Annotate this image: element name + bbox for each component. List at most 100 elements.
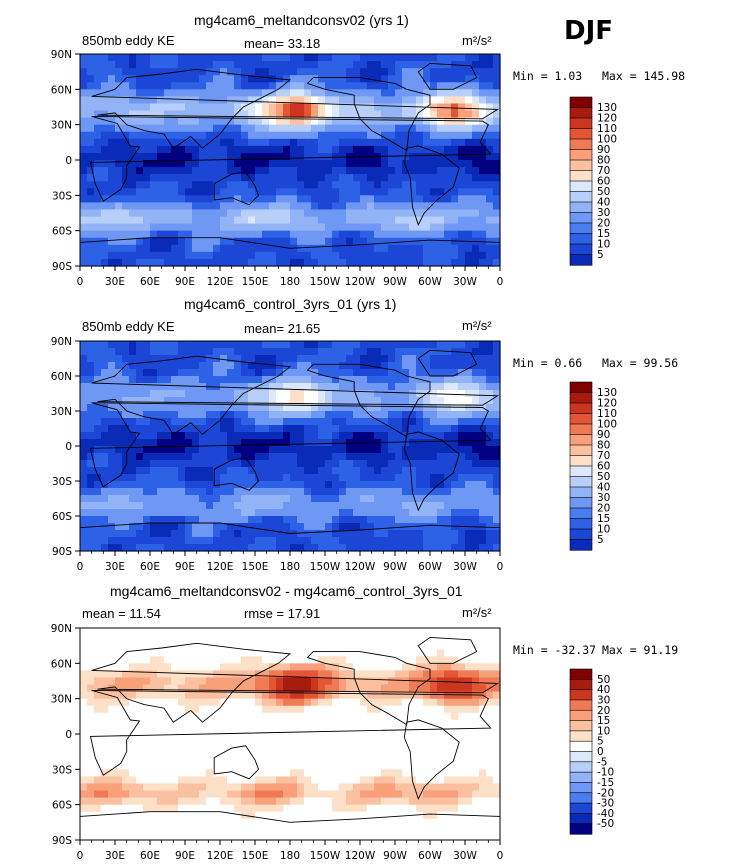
heatmap-cell <box>360 523 368 531</box>
heatmap-cell <box>101 663 109 671</box>
heatmap-cell <box>367 432 375 440</box>
heatmap-cell <box>206 54 214 62</box>
heatmap-cell <box>185 734 193 742</box>
heatmap-cell <box>241 712 249 721</box>
heatmap-cell <box>465 530 473 538</box>
heatmap-cell <box>185 649 193 657</box>
heatmap-cell <box>360 341 368 349</box>
heatmap-cell <box>122 355 130 363</box>
heatmap-cell <box>458 446 466 454</box>
heatmap-cell <box>304 96 312 105</box>
heatmap-cell <box>311 96 319 105</box>
heatmap-cell <box>227 82 235 90</box>
heatmap-cell <box>353 698 361 707</box>
heatmap-cell <box>381 691 389 700</box>
heatmap-cell <box>227 663 235 671</box>
heatmap-cell <box>80 677 88 686</box>
heatmap-cell <box>290 131 298 140</box>
heatmap-cell <box>409 755 417 763</box>
heatmap-cell <box>339 131 347 140</box>
heatmap-cell <box>269 117 277 126</box>
heatmap-cell <box>332 181 340 189</box>
heatmap-cell <box>101 244 109 253</box>
heatmap-cell <box>367 96 375 105</box>
heatmap-cell <box>290 488 298 496</box>
heatmap-cell <box>423 383 431 391</box>
heatmap-cell <box>80 755 88 763</box>
panel1-max-label: Max = 145.98 <box>602 69 686 83</box>
heatmap-cell <box>164 446 172 454</box>
heatmap-cell <box>255 734 263 742</box>
heatmap-cell <box>395 460 403 468</box>
heatmap-cell <box>136 103 144 112</box>
heatmap-cell <box>444 523 452 531</box>
heatmap-cell <box>311 509 319 517</box>
heatmap-cell <box>164 131 172 140</box>
heatmap-cell <box>234 61 242 69</box>
heatmap-cell <box>164 244 172 253</box>
heatmap-cell <box>451 748 459 756</box>
colorbar-box <box>569 117 593 130</box>
heatmap-cell <box>262 663 270 671</box>
heatmap-cell <box>87 544 95 552</box>
heatmap-cell <box>388 741 396 749</box>
heatmap-cell <box>136 481 144 489</box>
heatmap-cell <box>332 390 340 398</box>
heatmap-cell <box>318 467 326 475</box>
heatmap-cell <box>255 131 263 140</box>
heatmap-cell <box>213 411 221 419</box>
heatmap-cell <box>262 481 270 489</box>
heatmap-cell <box>409 642 417 650</box>
panel1-left-label: 850mb eddy KE <box>82 33 175 48</box>
heatmap-cell <box>346 68 354 76</box>
heatmap-cell <box>101 341 109 349</box>
colorbar-box <box>569 201 593 214</box>
x-tick-label: 150W <box>310 561 341 573</box>
heatmap-cell <box>395 509 403 517</box>
heatmap-cell <box>248 418 256 426</box>
heatmap-cell <box>94 202 102 211</box>
heatmap-cell <box>353 495 361 503</box>
heatmap-cell <box>444 369 452 377</box>
heatmap-cell <box>255 544 263 552</box>
heatmap-cell <box>409 174 417 182</box>
heatmap-cell <box>402 481 410 489</box>
heatmap-cell <box>311 160 319 168</box>
heatmap-cell <box>136 96 144 105</box>
heatmap-cell <box>283 181 291 189</box>
y-tick-label: 90S <box>52 261 72 273</box>
heatmap-cell <box>353 446 361 454</box>
heatmap-cell <box>332 404 340 412</box>
heatmap-cell <box>199 195 207 203</box>
continent-outline <box>306 363 431 438</box>
heatmap-cell <box>122 691 130 700</box>
heatmap-cell <box>108 488 116 496</box>
heatmap-cell <box>451 670 459 679</box>
heatmap-cell <box>80 61 88 69</box>
heatmap-cell <box>409 404 417 412</box>
heatmap-cell <box>227 103 235 112</box>
heatmap-cell <box>171 188 179 196</box>
heatmap-cell <box>353 96 361 105</box>
heatmap-cell <box>213 160 221 168</box>
heatmap-cell <box>423 61 431 69</box>
heatmap-cell <box>143 195 151 203</box>
heatmap-cell <box>297 117 305 126</box>
heatmap-cell <box>318 230 326 239</box>
heatmap-cell <box>416 152 424 161</box>
heatmap-cell <box>248 453 256 461</box>
heatmap-cell <box>346 202 354 211</box>
heatmap-cell <box>311 110 319 119</box>
heatmap-cell <box>458 670 466 679</box>
heatmap-cell <box>234 628 242 636</box>
heatmap-cell <box>395 734 403 742</box>
heatmap-cell <box>388 103 396 112</box>
heatmap-cell <box>367 124 375 133</box>
heatmap-cell <box>353 411 361 419</box>
heatmap-cell <box>311 649 319 657</box>
heatmap-cell <box>367 453 375 461</box>
heatmap-cell <box>227 383 235 391</box>
heatmap-cell <box>185 670 193 679</box>
heatmap-cell <box>304 495 312 503</box>
heatmap-cell <box>325 649 333 657</box>
